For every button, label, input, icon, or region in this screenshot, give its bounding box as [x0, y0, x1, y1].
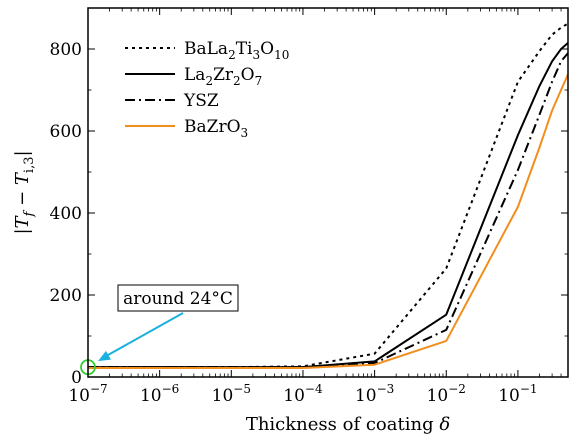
y-tick-label: 200: [50, 286, 82, 306]
legend-label-1: La2Zr2O7: [184, 65, 262, 88]
x-tick-label: 10−3: [355, 382, 394, 406]
y-axis-label: |Tf − Ti,3|: [12, 150, 37, 234]
y-tick-label: 400: [50, 204, 82, 224]
x-tick-label: 10−1: [498, 382, 537, 406]
y-tick-label: 600: [50, 122, 82, 142]
series-layer: [88, 22, 569, 369]
x-tick-label: 10−4: [283, 382, 323, 406]
series-line-0: [88, 22, 569, 369]
legend: BaLa2Ti3O10 La2Zr2O7 YSZ BaZrO3: [125, 39, 289, 140]
annotation-arrow: [105, 312, 184, 358]
series-line-2: [88, 52, 569, 369]
series-line-1: [88, 42, 569, 369]
plot-frame: [87, 7, 569, 378]
legend-label-2: YSZ: [183, 91, 219, 111]
axes-layer: 10−7 10−6 10−5 10−4 10−3 10−2 10−1 0 200 400 600 80…: [12, 8, 568, 435]
legend-label-0: BaLa2Ti3O10: [184, 39, 289, 62]
x-axis-label: Thickness of coating δ: [246, 414, 450, 435]
x-tick-label: 10−6: [140, 382, 179, 406]
series-line-3: [88, 74, 569, 369]
y-tick-label: 0: [71, 368, 82, 388]
annotation-box: [117, 284, 239, 312]
legend-label-3: BaZrO3: [184, 117, 248, 140]
annotation-arrowhead: [98, 350, 111, 362]
x-tick-label: 10−5: [212, 382, 251, 406]
y-tick-label: 800: [50, 40, 82, 60]
annotation-label: around 24°C: [123, 289, 233, 309]
x-tick-label: 10−2: [427, 382, 466, 406]
x-tick-label: 10−7: [68, 382, 107, 406]
annotation-layer: around 24°C: [80, 284, 239, 376]
